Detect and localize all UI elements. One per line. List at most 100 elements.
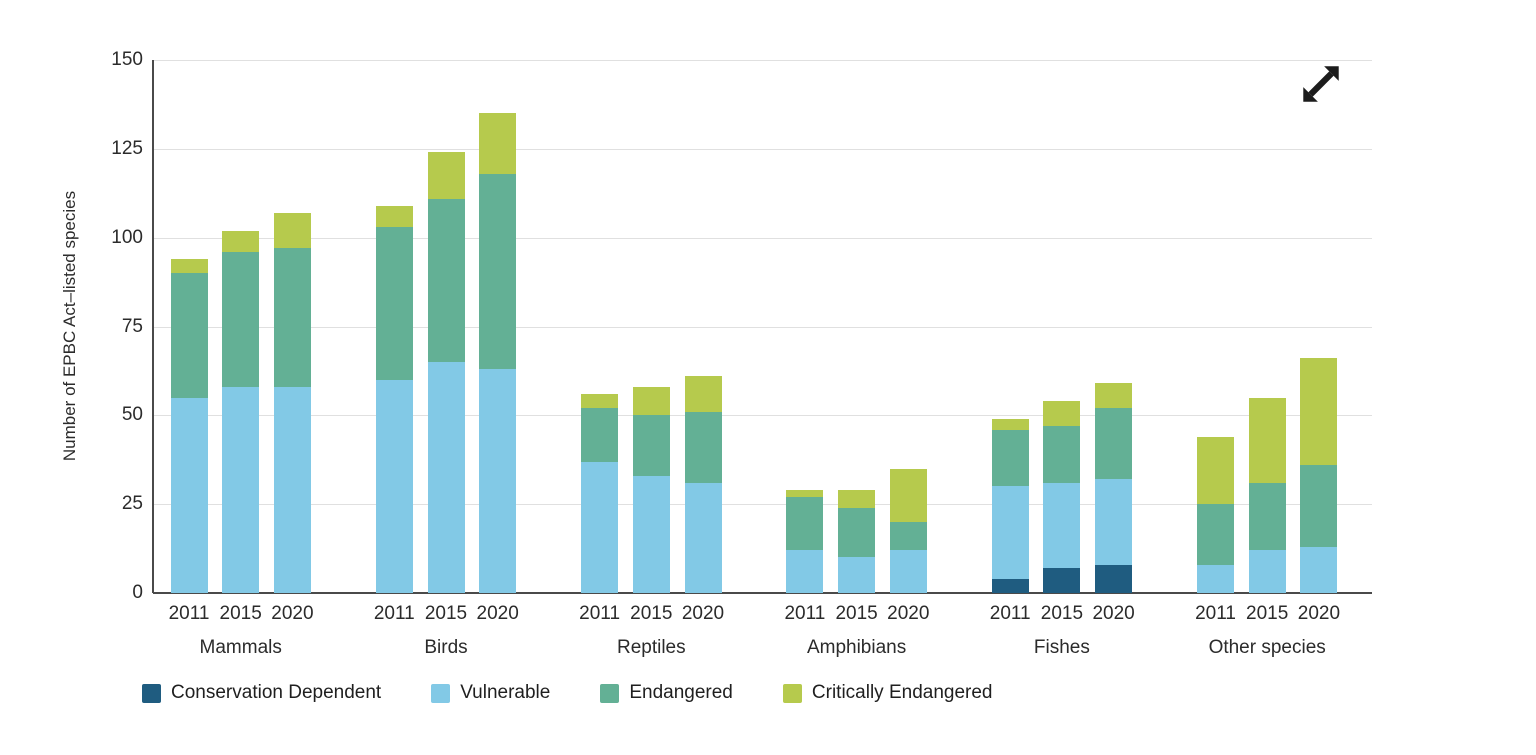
bar-segment-vulnerable	[786, 550, 824, 593]
bar-segment-vulnerable	[1197, 564, 1234, 593]
expand-icon	[1303, 65, 1339, 102]
x-tick-year-label: 2020	[476, 603, 519, 624]
bar-segment-endangered	[1300, 465, 1338, 547]
bar-segment-critically-endangered	[1197, 436, 1234, 505]
x-tick-year-label: 2015	[1246, 603, 1289, 624]
bar-segment-endangered	[889, 521, 927, 551]
x-tick-year-label: 2015	[835, 603, 878, 624]
bar-segment-vulnerable	[684, 482, 722, 593]
bar-segment-critically-endangered	[1300, 358, 1338, 466]
bar-segment-critically-endangered	[479, 113, 517, 174]
gridline	[153, 326, 1372, 328]
bar-segment-endangered	[222, 251, 260, 387]
x-tick-year-label: 2011	[784, 603, 826, 624]
bar-segment-critically-endangered	[581, 394, 619, 409]
x-tick-year-label: 2015	[424, 603, 468, 624]
bar-segment-vulnerable	[632, 475, 670, 593]
bar-segment-vulnerable	[838, 557, 876, 593]
x-axis-line	[153, 592, 1372, 594]
gridline	[153, 148, 1372, 150]
y-tick-label: 100	[111, 226, 143, 248]
bar-segment-critically-endangered	[1248, 397, 1286, 483]
bar-segment-critically-endangered	[170, 258, 208, 274]
legend-swatch	[431, 683, 451, 703]
bar-segment-vulnerable	[479, 369, 517, 593]
bar-segment-conservation-dependent	[1043, 568, 1081, 593]
gridline	[153, 237, 1372, 239]
y-tick-label: 150	[111, 49, 143, 70]
bar-segment-endangered	[479, 173, 517, 370]
x-group-label: Fishes	[1033, 637, 1090, 658]
bar-segment-endangered	[991, 429, 1029, 487]
x-tick-year-label: 2020	[1092, 603, 1135, 624]
bar-segment-endangered	[1095, 408, 1133, 480]
bar-segment-critically-endangered	[1095, 383, 1133, 409]
legend: Conservation Dependent Vulnerable Endanger…	[142, 682, 992, 704]
x-tick-year-label: 2011	[373, 603, 415, 624]
legend-label: Vulnerable	[460, 682, 551, 703]
x-tick-year-label: 2011	[989, 603, 1031, 624]
legend-swatch	[600, 683, 620, 703]
x-group-label: Reptiles	[616, 637, 686, 658]
x-tick-year-label: 2011	[168, 603, 210, 624]
legend-item-critically-endangered[interactable]: Critically Endangered	[782, 682, 993, 704]
bar-segment-vulnerable	[273, 386, 311, 593]
bar-segment-vulnerable	[1043, 482, 1081, 569]
bar-segment-endangered	[684, 411, 722, 483]
legend-label: Endangered	[629, 682, 733, 703]
bar-segment-critically-endangered	[889, 468, 927, 522]
bar-segment-endangered	[375, 227, 413, 380]
bar-segment-vulnerable	[581, 461, 619, 593]
x-tick-year-label: 2020	[887, 603, 930, 624]
y-tick-label: 75	[121, 315, 143, 337]
x-group-label: Birds	[424, 637, 468, 658]
bar-segment-endangered	[786, 497, 824, 551]
bar-segment-endangered	[1043, 425, 1081, 483]
legend-swatch	[142, 683, 161, 703]
bar-segment-vulnerable	[427, 362, 465, 593]
bar-segment-critically-endangered	[632, 386, 670, 416]
x-group-label: Mammals	[199, 637, 282, 658]
bar-segment-critically-endangered	[1043, 401, 1081, 426]
legend-swatch	[782, 683, 802, 703]
bar-segment-vulnerable	[1248, 550, 1286, 593]
bar-segment-critically-endangered	[273, 212, 311, 249]
bar-segment-endangered	[838, 507, 876, 558]
gridline	[153, 60, 1372, 61]
bar-segment-conservation-dependent	[1095, 564, 1133, 593]
y-tick-label: 0	[132, 582, 143, 603]
bar-segment-endangered	[170, 273, 208, 398]
legend-item-vulnerable[interactable]: Vulnerable	[431, 682, 550, 704]
bar-segment-endangered	[581, 408, 619, 462]
x-tick-year-label: 2020	[271, 603, 314, 624]
legend-label: Critically Endangered	[811, 682, 993, 703]
y-axis-line	[152, 60, 154, 593]
x-tick-year-label: 2015	[1040, 603, 1084, 624]
bar-segment-endangered	[427, 198, 465, 363]
gridline	[153, 415, 1372, 417]
bar-segment-endangered	[273, 248, 311, 387]
legend-label: Conservation Dependent	[171, 682, 382, 703]
bar-segment-vulnerable	[170, 397, 208, 593]
bar-segment-vulnerable	[375, 379, 413, 593]
x-tick-year-label: 2020	[1297, 603, 1341, 624]
bar-segment-critically-endangered	[684, 376, 722, 412]
expand-button[interactable]	[1294, 58, 1348, 112]
legend-item-endangered[interactable]: Endangered	[600, 682, 733, 704]
bar-segment-vulnerable	[222, 386, 260, 593]
bar-segment-endangered	[1248, 482, 1286, 551]
gridline	[153, 504, 1372, 506]
x-tick-year-label: 2011	[579, 603, 621, 624]
bar-segment-critically-endangered	[375, 205, 413, 227]
x-tick-year-label: 2015	[630, 603, 673, 624]
bar-segment-vulnerable	[1300, 546, 1338, 593]
bar-segment-critically-endangered	[427, 152, 465, 199]
x-tick-year-label: 2011	[1195, 603, 1236, 624]
bar-segment-endangered	[632, 415, 670, 476]
legend-item-conservation-dependent[interactable]: Conservation Dependent	[142, 682, 381, 704]
bar-segment-vulnerable	[889, 550, 927, 593]
bar-segment-critically-endangered	[838, 489, 876, 508]
bar-segment-critically-endangered	[222, 230, 260, 252]
